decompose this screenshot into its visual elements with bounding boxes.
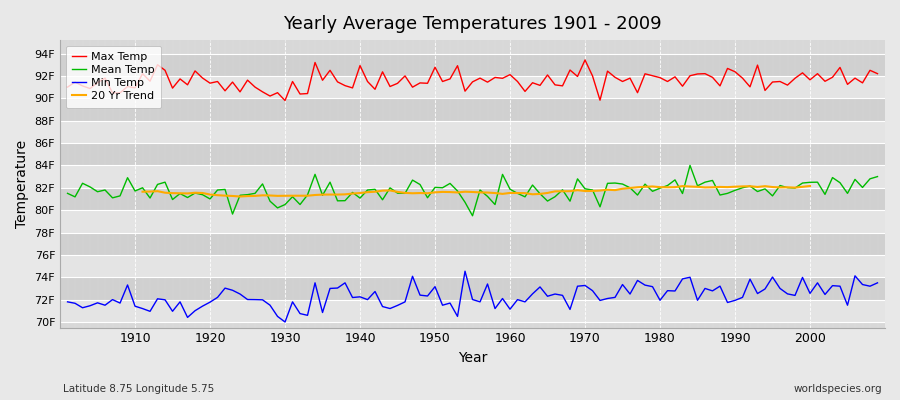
- Max Temp: [505, 72, 516, 77]
- Min Temp: [122, 282, 133, 287]
- Mean Temp: [122, 175, 133, 180]
- 20 Yr Trend: [137, 189, 148, 194]
- 20 Yr Trend: [805, 184, 815, 188]
- 20 Yr Trend: [715, 184, 725, 189]
- Bar: [60, 232, 885, 255]
- Line: Mean Temp: Mean Temp: [68, 165, 878, 216]
- Max Temp: [294, 92, 305, 96]
- Line: Max Temp: Max Temp: [68, 60, 878, 100]
- Title: Yearly Average Temperatures 1901 - 2009: Yearly Average Temperatures 1901 - 2009: [284, 15, 662, 33]
- Line: Min Temp: Min Temp: [68, 271, 878, 322]
- 20 Yr Trend: [699, 185, 710, 190]
- Bar: [60, 210, 885, 232]
- Max Temp: [122, 84, 133, 89]
- Min Temp: [294, 311, 305, 316]
- Bar: [60, 121, 885, 143]
- Min Temp: [339, 280, 350, 285]
- Bar: [60, 300, 885, 322]
- Legend: Max Temp, Mean Temp, Min Temp, 20 Yr Trend: Max Temp, Mean Temp, Min Temp, 20 Yr Tre…: [66, 46, 161, 108]
- Min Temp: [872, 280, 883, 285]
- Min Temp: [62, 300, 73, 304]
- Mean Temp: [512, 191, 523, 196]
- Max Temp: [62, 85, 73, 90]
- 20 Yr Trend: [227, 194, 238, 198]
- Mean Temp: [872, 174, 883, 179]
- Max Temp: [339, 83, 350, 88]
- Mean Temp: [505, 187, 516, 192]
- Min Temp: [519, 300, 530, 304]
- Max Temp: [512, 79, 523, 84]
- Max Temp: [280, 98, 291, 103]
- 20 Yr Trend: [609, 188, 620, 192]
- Mean Temp: [685, 163, 696, 168]
- Mean Temp: [62, 191, 73, 196]
- Bar: [60, 143, 885, 165]
- Bar: [60, 188, 885, 210]
- Bar: [60, 255, 885, 277]
- Bar: [60, 277, 885, 300]
- Bar: [60, 165, 885, 188]
- Max Temp: [872, 71, 883, 76]
- Max Temp: [580, 58, 590, 62]
- Line: 20 Yr Trend: 20 Yr Trend: [142, 186, 810, 196]
- Mean Temp: [602, 181, 613, 186]
- Min Temp: [280, 320, 291, 324]
- Max Temp: [609, 75, 620, 80]
- Bar: [60, 98, 885, 121]
- Bar: [60, 76, 885, 98]
- X-axis label: Year: Year: [458, 351, 487, 365]
- Y-axis label: Temperature: Temperature: [15, 140, 29, 228]
- 20 Yr Trend: [347, 191, 358, 196]
- Bar: [60, 54, 885, 76]
- Mean Temp: [287, 194, 298, 199]
- Min Temp: [512, 297, 523, 302]
- Min Temp: [609, 295, 620, 300]
- Text: worldspecies.org: worldspecies.org: [794, 384, 882, 394]
- Mean Temp: [467, 213, 478, 218]
- 20 Yr Trend: [235, 194, 246, 199]
- Min Temp: [460, 269, 471, 274]
- Mean Temp: [332, 198, 343, 203]
- Text: Latitude 8.75 Longitude 5.75: Latitude 8.75 Longitude 5.75: [63, 384, 214, 394]
- 20 Yr Trend: [782, 185, 793, 190]
